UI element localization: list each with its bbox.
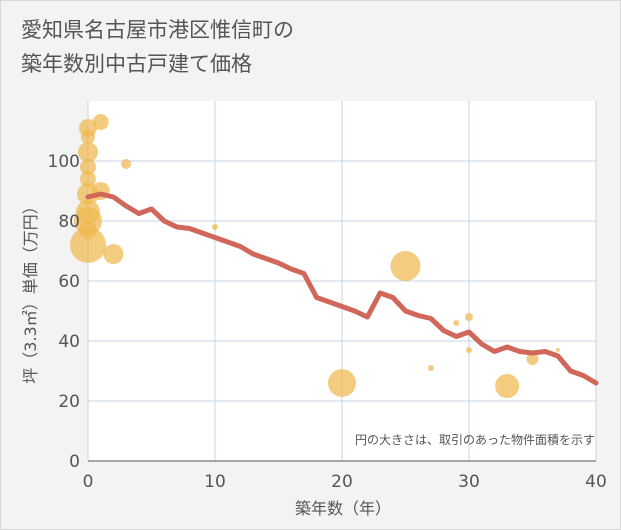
scatter-point bbox=[81, 130, 95, 144]
scatter-point bbox=[555, 348, 560, 352]
x-tick-label: 40 bbox=[585, 472, 607, 492]
x-tick-label: 10 bbox=[204, 472, 226, 492]
scatter-point bbox=[92, 114, 109, 130]
x-tick-label: 30 bbox=[458, 472, 480, 492]
scatter-point bbox=[390, 251, 421, 281]
size-note: 円の大きさは、取引のあった物件面積を示す bbox=[355, 432, 595, 447]
trend-line bbox=[85, 191, 599, 386]
scatter-point bbox=[495, 374, 520, 398]
tick-labels: 0 10 20 30 40 0 20 40 60 80 100 bbox=[48, 152, 607, 492]
x-axis-title: 築年数（年） bbox=[295, 499, 391, 518]
y-tick-label: 20 bbox=[58, 392, 80, 412]
scatter-point bbox=[80, 159, 96, 175]
x-tick-label: 0 bbox=[83, 472, 94, 492]
trend-line-group bbox=[85, 191, 599, 386]
y-tick-label: 60 bbox=[58, 272, 80, 292]
scatter-point bbox=[103, 244, 124, 264]
scatter-point bbox=[328, 369, 356, 397]
scatter-point bbox=[427, 365, 434, 371]
scatter-point bbox=[526, 353, 539, 365]
y-tick-label: 0 bbox=[69, 452, 80, 472]
scatter-point bbox=[70, 227, 106, 263]
y-tick-label: 80 bbox=[58, 212, 80, 232]
y-tick-label: 100 bbox=[48, 152, 80, 172]
scatter-point bbox=[466, 347, 472, 353]
scatter-point bbox=[80, 171, 96, 187]
scatter-point bbox=[212, 224, 218, 230]
scatter-point bbox=[453, 320, 460, 326]
y-tick-label: 40 bbox=[58, 332, 80, 352]
chart-title: 愛知県名古屋市港区惟信町の 築年数別中古戸建て価格 bbox=[21, 18, 294, 76]
y-axis-title: 坪（3.3㎡）単価（万円） bbox=[21, 198, 40, 383]
grid bbox=[87, 101, 597, 462]
scatter-point bbox=[78, 142, 98, 162]
scatter-point bbox=[121, 159, 132, 169]
x-tick-label: 20 bbox=[331, 472, 353, 492]
scatter-point bbox=[465, 313, 473, 321]
